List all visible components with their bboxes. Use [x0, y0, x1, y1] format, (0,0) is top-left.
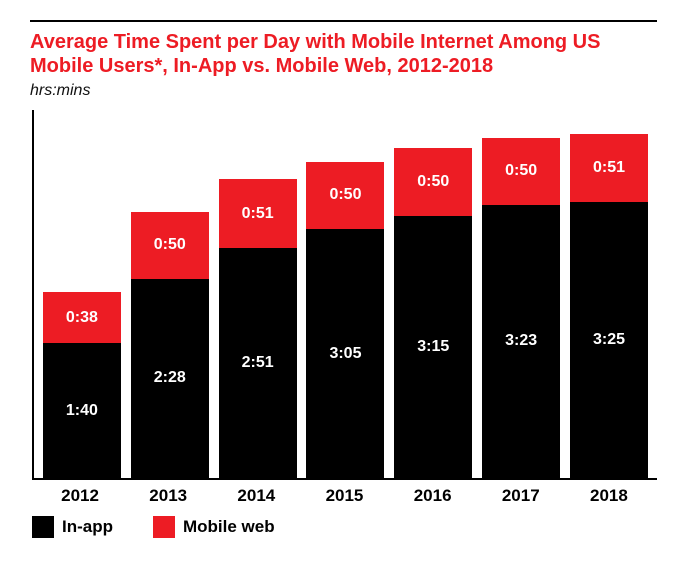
legend-swatch	[32, 516, 54, 538]
x-axis-label: 2013	[129, 486, 207, 506]
x-axis-label: 2015	[305, 486, 383, 506]
bar-segment-in-app: 2:51	[219, 248, 297, 478]
legend: In-app Mobile web	[32, 516, 657, 538]
bar-group: 0:381:40	[43, 292, 121, 478]
bar-segment-in-app: 1:40	[43, 343, 121, 478]
bar-segment-mobile-web: 0:38	[43, 292, 121, 343]
bar-segment-mobile-web: 0:51	[570, 134, 648, 203]
bar-group: 0:513:25	[570, 134, 648, 478]
legend-swatch	[153, 516, 175, 538]
x-axis-label: 2018	[570, 486, 648, 506]
legend-label: In-app	[62, 517, 113, 537]
plot-area: 0:381:400:502:280:512:510:503:050:503:15…	[32, 110, 657, 480]
legend-label: Mobile web	[183, 517, 275, 537]
x-axis-label: 2012	[41, 486, 119, 506]
x-axis-label: 2014	[217, 486, 295, 506]
bar-segment-in-app: 3:05	[306, 229, 384, 478]
bar-group: 0:512:51	[219, 179, 297, 478]
bar-group: 0:502:28	[131, 212, 209, 478]
legend-item: In-app	[32, 516, 113, 538]
bar-segment-mobile-web: 0:50	[131, 212, 209, 279]
bar-segment-mobile-web: 0:50	[306, 162, 384, 229]
bar-group: 0:503:15	[394, 148, 472, 478]
x-axis: 2012 2013 2014 2015 2016 2017 2018	[32, 480, 657, 506]
bar-segment-mobile-web: 0:50	[394, 148, 472, 215]
x-axis-label: 2017	[482, 486, 560, 506]
chart-container: Average Time Spent per Day with Mobile I…	[0, 0, 687, 570]
bar-segment-mobile-web: 0:50	[482, 138, 560, 205]
bar-group: 0:503:23	[482, 138, 560, 478]
chart-title: Average Time Spent per Day with Mobile I…	[30, 30, 657, 78]
chart-subtitle: hrs:mins	[30, 82, 657, 100]
legend-item: Mobile web	[153, 516, 275, 538]
x-axis-label: 2016	[394, 486, 472, 506]
bar-segment-in-app: 2:28	[131, 279, 209, 478]
bar-group: 0:503:05	[306, 162, 384, 478]
bar-segment-in-app: 3:15	[394, 216, 472, 478]
bar-segment-in-app: 3:23	[482, 205, 560, 478]
top-rule	[30, 20, 657, 22]
bar-segment-in-app: 3:25	[570, 202, 648, 478]
bar-segment-mobile-web: 0:51	[219, 179, 297, 248]
